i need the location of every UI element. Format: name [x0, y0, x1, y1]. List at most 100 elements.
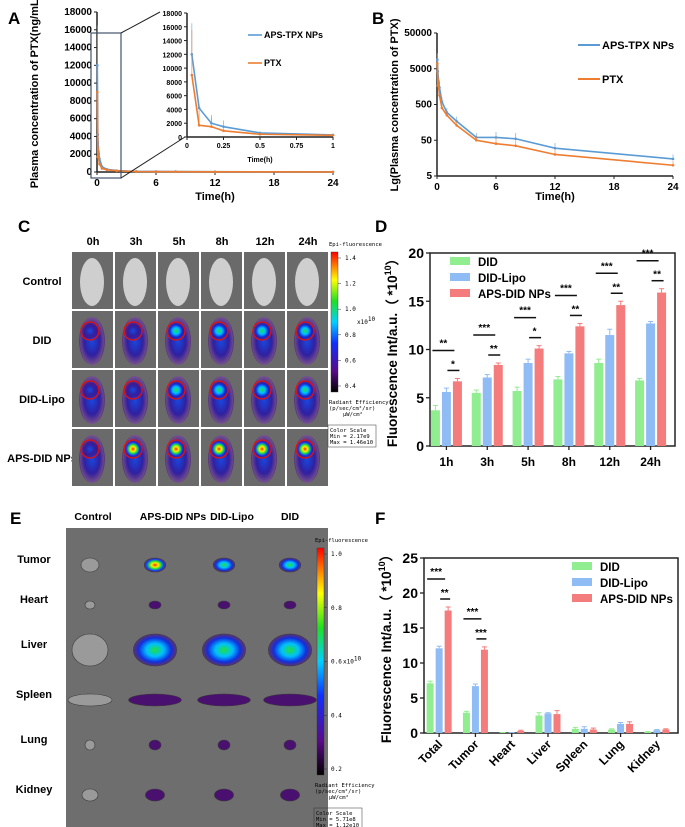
tumor-signal: [254, 323, 270, 339]
y-tick-label: 20: [408, 245, 424, 261]
column-label: 3h: [130, 236, 143, 248]
colorbar-multiplier: x1010: [357, 316, 375, 326]
bar-aps-did-nps: [517, 730, 525, 733]
y-tick-label: 50000: [404, 28, 432, 39]
significance-marker: ***: [478, 323, 490, 334]
tumor-signal: [82, 382, 98, 398]
organ: [280, 788, 300, 802]
colorbar-tick-label: 0.4: [331, 712, 342, 719]
data-point: [331, 133, 335, 137]
colorbar-tick-label: 1.0: [331, 551, 342, 558]
y-axis-title-end: ）: [385, 252, 400, 266]
tumor-circle: [252, 439, 272, 459]
bar-did-lipo: [523, 363, 533, 446]
legend-swatch: [572, 594, 592, 602]
tumor-circle: [80, 439, 100, 459]
multiplier-base: x10: [343, 659, 354, 666]
bar-did: [430, 410, 440, 446]
y-tick-label: 5000: [410, 64, 433, 75]
x-tick-label: 0.25: [217, 143, 231, 150]
colorbar-tick-label: 0.6: [331, 659, 342, 666]
bar-did-lipo: [605, 335, 615, 446]
legend-swatch: [572, 562, 592, 570]
organ: [283, 600, 297, 610]
organ: [128, 693, 182, 707]
column-label: APS-DID NPs: [140, 511, 207, 523]
legend-label: APS-DID NPs: [600, 594, 673, 606]
color-scale-box: [327, 424, 377, 448]
column-label: 24h: [299, 236, 318, 248]
color-scale-max: Max = 1.12e10: [316, 823, 359, 827]
y-tick-label: 5: [416, 390, 424, 406]
data-point: [553, 153, 557, 156]
color-scale-scale_title: Color Scale: [316, 811, 352, 817]
data-point: [105, 168, 109, 172]
significance-marker: ***: [642, 249, 654, 260]
legend-label: PTX: [264, 58, 282, 68]
data-point: [440, 106, 444, 110]
y-tick-label: 20: [402, 585, 418, 601]
legend-swatch: [450, 257, 470, 265]
bar-did: [426, 683, 434, 733]
mouse-body: [295, 258, 319, 306]
bar-did-lipo: [580, 728, 588, 733]
y-tick-label: 14000: [163, 39, 183, 46]
y-axis-title: Plasma concentration of PTX(ng/mL): [29, 0, 41, 188]
bar-aps-did-nps: [575, 326, 585, 446]
data-point: [553, 146, 557, 150]
row-label: APS-DID NPs: [7, 453, 77, 465]
zoom-connector: [120, 11, 161, 34]
color-scale-scale_title: Color Scale: [330, 428, 366, 434]
data-point: [445, 113, 449, 117]
significance-marker: ***: [601, 261, 613, 272]
row-label: DID: [33, 335, 52, 347]
data-point: [98, 162, 101, 166]
data-point: [671, 157, 675, 161]
legend-label: DID: [478, 257, 498, 269]
data-point: [154, 170, 158, 173]
data-point: [331, 170, 335, 174]
bar-did: [471, 392, 481, 446]
colorbar-units: Radiant Efficiency: [315, 783, 375, 789]
chart-A: 0 2000 4000 6000 8000 10000 12000 14000 16000 180…: [163, 11, 336, 150]
row-label: Spleen: [16, 689, 52, 701]
bar-aps-did-nps: [662, 729, 670, 733]
column-label: Control: [74, 511, 111, 523]
row-label: Heart: [20, 594, 48, 606]
significance-marker: ***: [519, 306, 531, 317]
legend-swatch: [572, 578, 592, 586]
y-tick-label: 10: [402, 655, 418, 671]
x-tick-label: 12: [549, 182, 561, 193]
data-point: [135, 170, 138, 173]
row-label: Control: [22, 276, 61, 288]
tumor-signal: [254, 441, 270, 457]
colorbar-units: Radiant Efficiency: [329, 400, 389, 406]
x-tick-label: 12h: [599, 455, 620, 469]
tumor-signal: [125, 323, 141, 339]
bar-did: [535, 715, 543, 733]
legend-label: PTX: [602, 74, 624, 86]
bar-did: [462, 712, 470, 733]
colorbar-tick-label: 1.2: [345, 281, 356, 288]
tumor-signal: [125, 441, 141, 457]
bar-aps-did-nps: [626, 723, 634, 733]
tumor-signal: [254, 382, 270, 398]
data-point: [455, 119, 458, 123]
y-tick-label: 10000: [64, 78, 92, 89]
colorbar-title: Epi-fluorescence: [329, 242, 382, 248]
significance-marker: **: [490, 344, 498, 355]
y-tick-label: 50: [421, 135, 433, 146]
significance-marker: **: [440, 338, 448, 349]
colorbar-tick-label: 0.4: [345, 383, 356, 390]
legend-label: DID: [600, 562, 620, 574]
column-label: DID: [281, 511, 300, 523]
column-label: 8h: [216, 236, 229, 248]
y-tick-label: 500: [415, 100, 432, 111]
bar-did-lipo: [653, 730, 661, 733]
x-tick-label: Total: [416, 737, 446, 767]
significance-marker: *: [451, 359, 455, 370]
organ: [84, 739, 96, 751]
x-axis-title: Time(h): [535, 191, 575, 203]
x-axis-title: Time(h): [195, 191, 235, 203]
panel-e-imaging: Control APS-DID NPs DID-Lipo DID Tumor Heart L…: [16, 511, 328, 827]
